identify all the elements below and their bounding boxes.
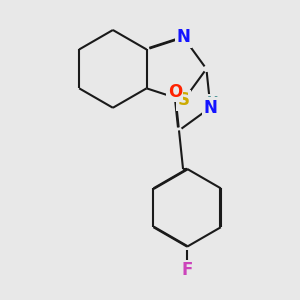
Text: H: H (207, 95, 218, 109)
Text: F: F (182, 261, 193, 279)
Text: O: O (168, 83, 182, 101)
Text: N: N (177, 28, 190, 46)
Text: S: S (178, 92, 190, 110)
Text: N: N (203, 99, 218, 117)
